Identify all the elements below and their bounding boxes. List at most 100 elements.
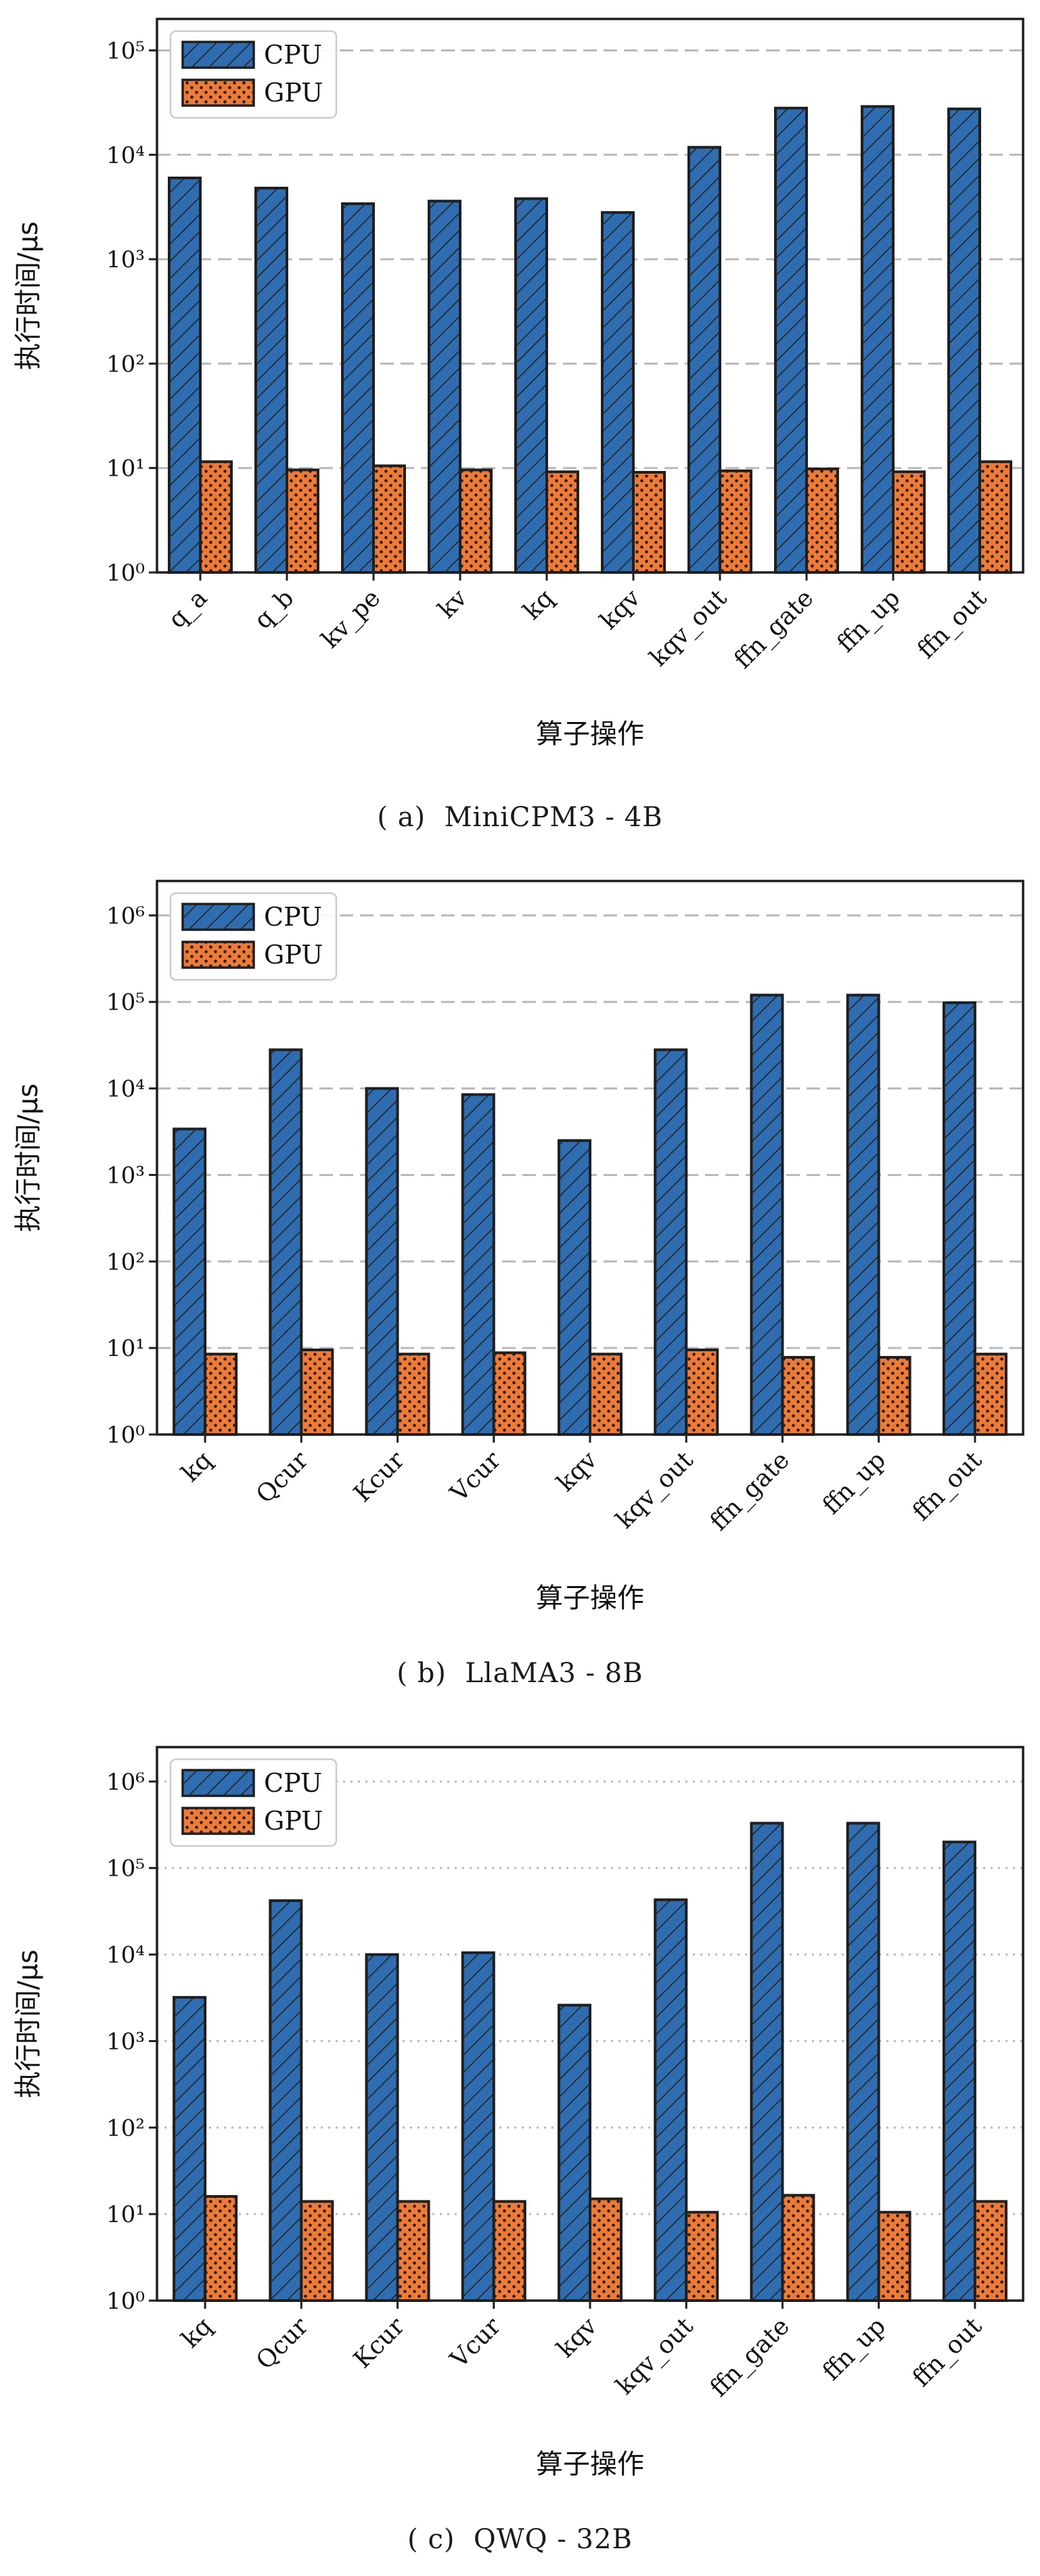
plot-frame xyxy=(156,1746,1024,2302)
bar-gpu xyxy=(300,1348,334,1436)
bar-cpu xyxy=(774,106,808,574)
caption-a: ( a) MiniCPM3 - 4B xyxy=(377,802,663,833)
bar-cpu xyxy=(173,1995,207,2302)
bar-gpu xyxy=(204,2195,238,2303)
x-tick-label: kqv xyxy=(551,1446,603,1497)
bar-cpu xyxy=(461,1951,495,2302)
bar-gpu xyxy=(396,1353,430,1437)
bar-gpu xyxy=(892,470,926,574)
x-tick-label: ffn_up xyxy=(817,2312,891,2386)
y-tick-label: 10⁴ xyxy=(106,142,145,169)
bar-gpu xyxy=(781,1355,815,1436)
x-tick-label: ffn_out xyxy=(907,2312,988,2393)
bar-gpu xyxy=(719,469,752,574)
x-tick-label: kqv_out xyxy=(645,584,733,672)
subplot-a: q_a q_b kv_pe kv kq kqv kqv_out ffn_gate ffn_up f… xyxy=(0,0,1040,853)
bar-cpu xyxy=(558,2004,591,2302)
legend-swatch-gpu xyxy=(181,1807,255,1835)
x-tick-label: ffn_gate xyxy=(705,1446,795,1536)
bar-gpu xyxy=(877,1355,911,1436)
y-tick-label: 10¹ xyxy=(106,455,145,482)
bar-cpu xyxy=(654,1048,688,1436)
bar-cpu xyxy=(428,200,461,574)
bar-gpu xyxy=(300,2200,334,2302)
legend-swatch-gpu xyxy=(181,941,255,969)
x-tick-label: kqv xyxy=(595,584,646,635)
bar-cpu xyxy=(461,1093,495,1436)
x-tick-label: kq xyxy=(177,1446,218,1487)
bar-gpu xyxy=(877,2211,911,2302)
bar-gpu xyxy=(973,1353,1008,1437)
x-tick-label: Kcur xyxy=(348,2312,410,2374)
y-tick-label: 10³ xyxy=(106,2028,145,2055)
bar-cpu xyxy=(861,105,895,574)
x-axis-title: 算子操作 xyxy=(536,719,644,750)
plot-frame xyxy=(156,18,1024,574)
x-tick-label: ffn_out xyxy=(907,1446,988,1527)
x-tick-label: kv_pe xyxy=(316,584,386,654)
legend-swatch-gpu xyxy=(181,78,255,107)
x-tick-label: Kcur xyxy=(348,1446,410,1508)
x-tick-label: Qcur xyxy=(251,2312,314,2375)
bar-gpu xyxy=(492,2200,526,2302)
y-tick-label: 10¹ xyxy=(106,2201,145,2228)
x-tick-label: kq xyxy=(518,584,560,625)
caption-b: ( b) LlaMA3 - 8B xyxy=(397,1658,643,1689)
legend-swatch-cpu xyxy=(181,903,255,931)
legend-label-gpu: GPU xyxy=(264,1806,323,1836)
legend-label-cpu: CPU xyxy=(264,902,322,932)
bar-gpu xyxy=(199,460,233,574)
y-tick-label: 10⁵ xyxy=(106,1855,145,1882)
y-tick-label: 10⁶ xyxy=(106,903,145,930)
chart-c: kq Qcur Kcur Vcur kqv kqv_out ffn_gate ffn_up ff… xyxy=(13,1746,1024,2480)
caption-c: ( c) QWQ - 32B xyxy=(407,2524,633,2555)
bar-cpu xyxy=(365,1953,399,2302)
x-tick-label: Vcur xyxy=(445,1446,506,1508)
x-tick-label: ffn_gate xyxy=(729,584,819,674)
y-tick-label: 10¹ xyxy=(106,1335,145,1362)
y-tick-label: 10⁴ xyxy=(106,1076,145,1103)
bar-gpu xyxy=(459,468,493,574)
legend-label-gpu: GPU xyxy=(264,78,323,108)
subplot-b: kq Qcur Kcur Vcur kqv kqv_out ffn_gate ffn_up ff… xyxy=(0,859,1040,1719)
x-tick-label: q_b xyxy=(249,584,299,634)
bar-gpu xyxy=(632,471,666,574)
legend-label-cpu: CPU xyxy=(264,1768,322,1798)
bar-cpu xyxy=(750,993,784,1436)
bar-cpu xyxy=(558,1139,591,1436)
x-tick-label: kqv_out xyxy=(611,2312,699,2400)
legend-label-gpu: GPU xyxy=(264,940,323,970)
bar-cpu xyxy=(654,1898,688,2303)
x-axis-title: 算子操作 xyxy=(536,1583,644,1614)
x-tick-label: Qcur xyxy=(251,1446,314,1509)
bar-cpu xyxy=(601,211,635,574)
bar-cpu xyxy=(254,186,288,574)
y-tick-label: 10⁰ xyxy=(106,560,145,587)
x-tick-label: kqv xyxy=(551,2312,603,2364)
bar-gpu xyxy=(781,2194,815,2302)
y-axis-title: 执行时间/μs xyxy=(13,1949,44,2098)
x-tick-label: kq xyxy=(177,2312,218,2353)
bar-cpu xyxy=(687,145,721,574)
x-tick-label: kv xyxy=(433,584,473,624)
x-tick-label: q_a xyxy=(163,584,212,633)
bar-gpu xyxy=(589,2197,623,2303)
bar-cpu xyxy=(269,1899,303,2302)
bar-cpu xyxy=(173,1127,207,1436)
bar-cpu xyxy=(846,1822,880,2303)
legend-label-cpu: CPU xyxy=(264,40,322,70)
bar-gpu xyxy=(685,2211,719,2302)
y-tick-label: 10³ xyxy=(106,246,145,273)
x-tick-label: Vcur xyxy=(445,2312,506,2374)
bar-gpu xyxy=(685,1348,719,1436)
bar-cpu xyxy=(846,993,880,1436)
y-tick-label: 10² xyxy=(106,1248,145,1275)
y-tick-label: 10² xyxy=(106,351,145,378)
x-tick-label: kqv_out xyxy=(611,1446,699,1534)
x-tick-label: ffn_out xyxy=(912,584,993,664)
subplot-c: kq Qcur Kcur Vcur kqv kqv_out ffn_gate ffn_up ff… xyxy=(0,1725,1040,2576)
legend-swatch-cpu xyxy=(181,1769,255,1797)
x-tick-label: ffn_up xyxy=(832,584,905,658)
bar-gpu xyxy=(204,1353,238,1437)
